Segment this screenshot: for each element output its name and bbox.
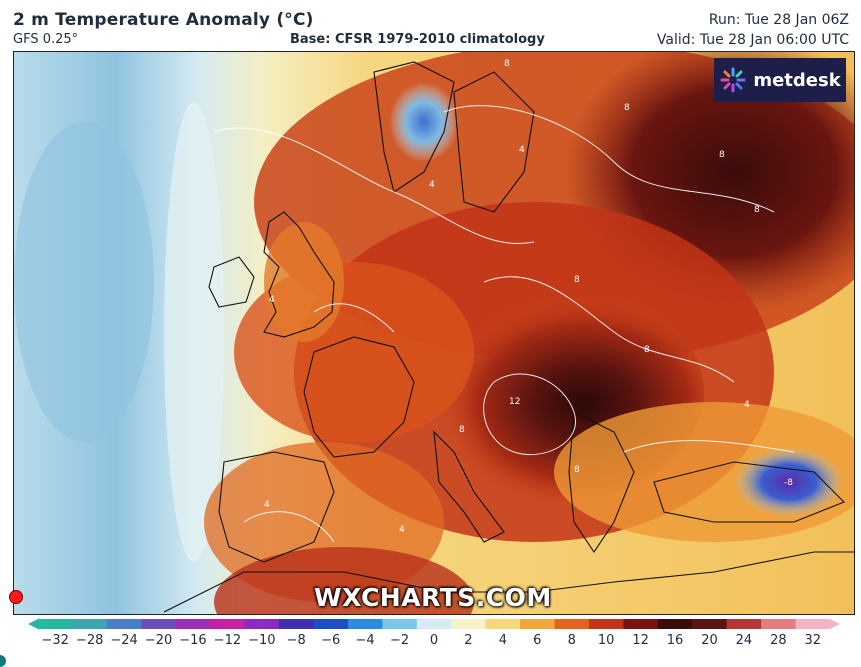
- colorbar-tick-label: 12: [632, 633, 649, 648]
- colorbar-cell: [313, 619, 349, 629]
- colorbar-cell: [279, 619, 314, 629]
- location-marker-icon: [9, 590, 23, 604]
- chart-title: 2 m Temperature Anomaly (°C): [13, 10, 314, 30]
- contour-label: 8: [574, 275, 580, 285]
- contour-label: 4: [519, 145, 525, 155]
- colorbar-arrow-right: [830, 619, 840, 629]
- colorbar-tick-label: 10: [597, 633, 615, 648]
- map-canvas: 8 8 4 8 4 8 8 12 8 4 4 8 4 4 8 -8: [14, 52, 854, 614]
- contour-label: 12: [509, 397, 520, 407]
- metdesk-logo-text: metdesk: [753, 69, 841, 91]
- wxcharts-watermark: WXCHARTS.COM: [314, 583, 552, 612]
- colorbar-cell: [106, 619, 142, 629]
- colorbar-tick-label: −20: [144, 633, 173, 648]
- colorbar-tick-label: 20: [701, 633, 718, 648]
- cold-anomaly-atlantic: [14, 122, 154, 442]
- climatology-base-label: Base: CFSR 1979-2010 climatology: [290, 32, 545, 47]
- cold-anomaly-turkey: [734, 447, 844, 517]
- colorbar-tick-label: 28: [770, 633, 787, 648]
- colorbar-tick-label: −2: [389, 633, 410, 648]
- colorbar-ticks: −32 −28 −24 −20 −16 −12 −10 −8 −6 −4 −2 0 2 4 6 8 10 12 16…: [28, 633, 840, 649]
- contour-lines: [213, 105, 795, 543]
- neutral-band: [164, 102, 224, 562]
- temperature-anomaly-map[interactable]: 8 8 4 8 4 8 8 12 8 4 4 8 4 4 8 -8: [13, 51, 855, 615]
- colorbar-cell: [554, 619, 590, 629]
- colorbar-tick-label: −12: [213, 633, 242, 648]
- coastlines: [163, 61, 854, 613]
- contour-label: 4: [744, 400, 750, 410]
- colorbar-tick-label: 24: [735, 633, 753, 648]
- colorbar-cell: [761, 619, 797, 629]
- colorbar-cell: [520, 619, 556, 629]
- colorbar-tick-label: 32: [804, 633, 822, 648]
- contour-label: 8: [624, 103, 630, 113]
- contour-label: 4: [429, 180, 435, 190]
- colorbar-tick-label: 2: [464, 633, 473, 648]
- contour-label-group: 8 8 4 8 4 8 8 12 8 4 4 8 4 4 8 -8: [264, 59, 793, 535]
- corner-dot-icon: [0, 655, 6, 667]
- colorbar-tick-label: 16: [666, 633, 684, 648]
- colorbar-tick-label: −16: [179, 633, 207, 648]
- valid-time-label: Valid: Tue 28 Jan 06:00 UTC: [656, 32, 849, 48]
- colorbar-cell: [588, 619, 624, 629]
- colorbar-tick-label: 8: [567, 633, 576, 648]
- contour-label: 8: [574, 465, 580, 475]
- colorbar-tick-label: −8: [286, 633, 306, 648]
- colorbar-tick-label: −6: [321, 633, 341, 648]
- colorbar-cell: [726, 619, 762, 629]
- colorbar-cell: [72, 619, 108, 629]
- model-label: GFS 0.25°: [13, 32, 79, 47]
- metdesk-starburst-icon: [720, 67, 746, 93]
- colorbar-cell: [141, 619, 177, 629]
- colorbar-cell: [451, 619, 487, 629]
- metdesk-logo: metdesk: [714, 58, 846, 102]
- contour-label: 8: [459, 425, 465, 435]
- colorbar-cell: [623, 619, 659, 629]
- colorbar-cell: [795, 619, 831, 629]
- colorbar-tick-label: −24: [110, 633, 138, 648]
- colorbar-cell: [382, 619, 418, 629]
- colorbar-cell: [692, 619, 728, 629]
- colorbar-cell: [175, 619, 211, 629]
- contour-label: 8: [754, 205, 760, 215]
- colorbar-cell: [347, 619, 383, 629]
- colorbar-tick-label: −4: [355, 633, 375, 648]
- colorbar-cell: [38, 619, 73, 629]
- colorbar: [28, 619, 840, 629]
- contour-label: 8: [644, 345, 650, 355]
- colorbar-tick-label: −28: [75, 633, 104, 648]
- contour-label: 4: [399, 525, 405, 535]
- colorbar-cell: [416, 619, 452, 629]
- warm-anomaly-uk: [264, 222, 344, 342]
- warm-anomaly-africa: [214, 547, 474, 614]
- colorbar-arrow-left: [28, 619, 38, 629]
- colorbar-tick-label: 0: [429, 633, 439, 648]
- colorbar-tick-label: −32: [41, 633, 69, 648]
- colorbar-cell: [485, 619, 521, 629]
- colorbar-cell: [244, 619, 280, 629]
- contour-label: 8: [719, 150, 725, 160]
- colorbar-tick-label: 4: [498, 633, 507, 648]
- run-time-label: Run: Tue 28 Jan 06Z: [708, 12, 849, 28]
- contour-label: 8: [504, 59, 510, 69]
- colorbar-tick-label: 6: [533, 633, 542, 648]
- contour-label: -8: [784, 478, 793, 488]
- colorbar-cell: [657, 619, 693, 629]
- contour-label: 4: [264, 500, 270, 510]
- contour-label: 4: [269, 295, 275, 305]
- colorbar-cell: [210, 619, 246, 629]
- colorbar-tick-label: −10: [248, 633, 276, 648]
- cold-anomaly-norway: [389, 82, 459, 162]
